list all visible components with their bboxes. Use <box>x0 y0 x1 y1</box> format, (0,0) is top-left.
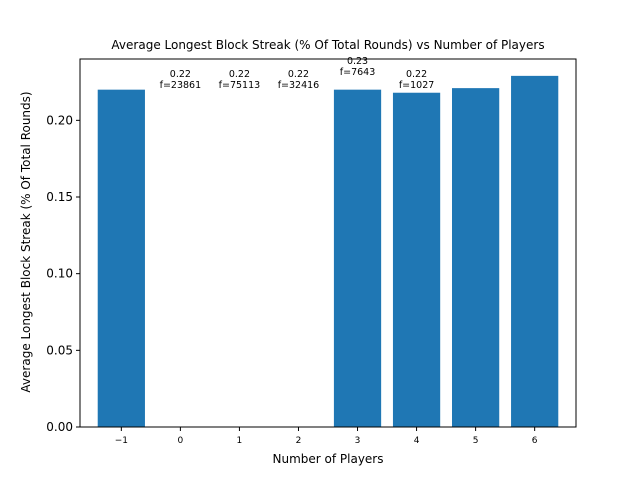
bar <box>392 92 441 427</box>
x-axis-label: Number of Players <box>273 452 384 466</box>
bar-frequency-label: f=1027 <box>399 80 434 91</box>
x-tick-label: −1 <box>115 436 128 446</box>
y-tick-label: 0.05 <box>46 343 73 357</box>
bar-frequency-label: f=23861 <box>160 80 202 91</box>
y-tick-label: 0.15 <box>46 190 73 204</box>
y-axis: 0.00 0.05 0.10 0.15 0.20 <box>46 113 80 434</box>
x-tick-label: 3 <box>355 436 361 446</box>
y-tick-label: 0.20 <box>46 113 73 127</box>
bar <box>452 88 500 427</box>
x-tick-label: 1 <box>237 436 243 446</box>
bar-value-label: 0.22 <box>406 69 427 80</box>
bar <box>97 89 145 428</box>
bars-group <box>97 75 559 428</box>
x-axis: −1 0 1 2 3 4 5 6 <box>115 427 538 446</box>
bar-value-label: 0.22 <box>288 69 309 80</box>
y-tick-label: 0.00 <box>46 420 73 434</box>
y-tick-label: 0.10 <box>46 267 73 281</box>
bar-value-label: 0.22 <box>229 69 250 80</box>
plot-frame <box>79 58 577 428</box>
bar-frequency-label: f=75113 <box>219 80 261 91</box>
bar <box>511 75 559 427</box>
bar-value-label: 0.23 <box>347 56 368 67</box>
bar-labels-group: 0.22f=238610.22f=751130.22f=324160.23f=7… <box>160 56 435 91</box>
chart-title: Average Longest Block Streak (% Of Total… <box>111 38 544 52</box>
x-tick-label: 2 <box>296 436 302 446</box>
x-tick-label: 0 <box>178 436 184 446</box>
bar <box>333 89 382 428</box>
x-tick-label: 5 <box>473 436 479 446</box>
x-tick-label: 6 <box>532 436 538 446</box>
bar-value-label: 0.22 <box>170 69 191 80</box>
x-tick-label: 4 <box>414 436 420 446</box>
bar-frequency-label: f=7643 <box>340 67 375 78</box>
y-axis-label: Average Longest Block Streak (% Of Total… <box>19 91 33 392</box>
bar-frequency-label: f=32416 <box>278 80 320 91</box>
